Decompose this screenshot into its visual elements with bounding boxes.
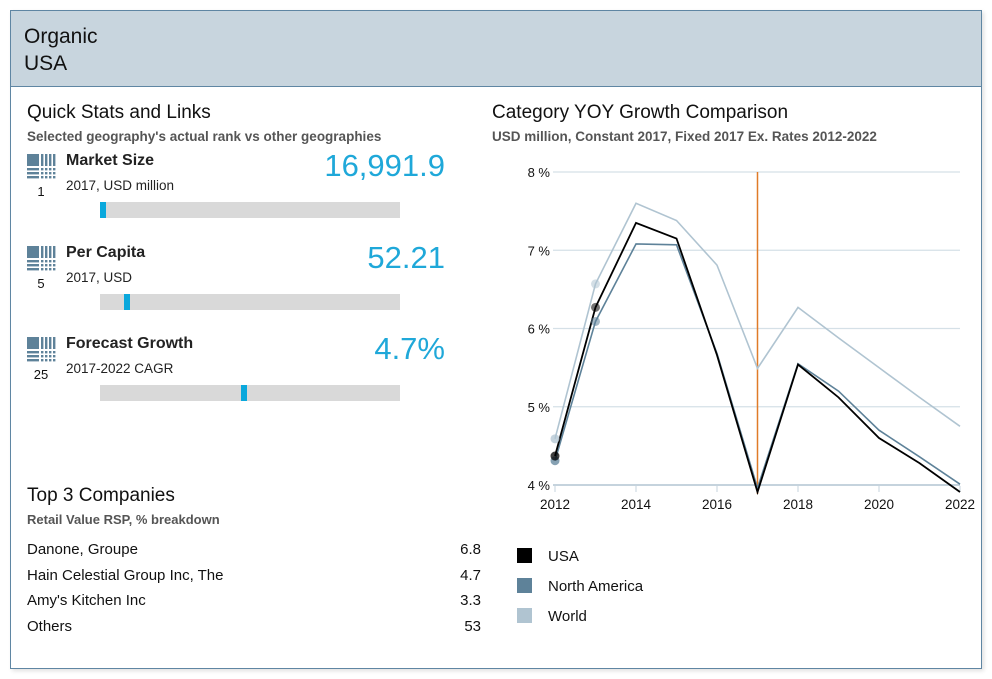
x-tick-label: 2022 xyxy=(945,497,975,512)
rank-grid-icon xyxy=(27,246,56,271)
rank-grid-icon xyxy=(27,337,56,362)
x-tick-label: 2016 xyxy=(702,497,732,512)
series-line-usa xyxy=(554,221,961,496)
company-name: Others xyxy=(27,617,73,635)
y-tick-label: 8 % xyxy=(528,165,551,180)
stat-per-capita[interactable]: 5 Per Capita 2017, USD 52.21 xyxy=(27,240,447,324)
company-name: Amy's Kitchen Inc xyxy=(27,592,146,609)
companies-subtitle: Retail Value RSP, % breakdown xyxy=(27,512,220,527)
series-line-north-america xyxy=(554,243,961,491)
series-line-world xyxy=(554,202,961,440)
stat-label[interactable]: Per Capita xyxy=(66,244,146,261)
legend-label-usa: USA xyxy=(548,548,579,565)
y-tick-label: 6 % xyxy=(528,322,551,337)
stat-label[interactable]: Market Size xyxy=(66,152,155,169)
company-share: 3.3 xyxy=(460,592,481,609)
x-tick-label: 2020 xyxy=(864,497,894,512)
data-point-world xyxy=(550,434,560,444)
stat-value: 16,991.9 xyxy=(324,148,445,183)
company-name: Danone, Groupe xyxy=(27,541,138,558)
rank-bar xyxy=(100,294,400,310)
rank-marker xyxy=(123,294,130,310)
legend-swatch-world xyxy=(517,608,532,623)
y-tick-label: 5 % xyxy=(528,400,551,415)
rank-number: 5 xyxy=(37,276,45,291)
legend-swatch-north-america xyxy=(517,578,532,593)
rank-bar xyxy=(100,385,400,401)
stat-sublabel: 2017-2022 CAGR xyxy=(66,361,174,376)
dashboard-panel: Organic USA xyxy=(10,10,982,669)
company-row: Danone, Groupe 6.8 xyxy=(27,539,481,565)
data-point-world xyxy=(591,279,600,289)
rank-number: 1 xyxy=(37,184,45,199)
company-share: 53 xyxy=(464,617,481,635)
companies-title: Top 3 Companies xyxy=(27,485,175,506)
stat-forecast-growth[interactable]: 25 Forecast Growth 2017-2022 CAGR 4.7% xyxy=(27,331,447,415)
rank-marker xyxy=(241,385,248,401)
chart-title: Category YOY Growth Comparison xyxy=(492,102,789,123)
stat-label[interactable]: Forecast Growth xyxy=(66,335,194,352)
data-point-usa xyxy=(550,451,560,461)
panel-header: Organic USA xyxy=(11,11,981,87)
x-tick-label: 2014 xyxy=(621,497,652,512)
data-point-north-america xyxy=(591,316,600,326)
x-tick-label: 2012 xyxy=(540,497,570,512)
company-row: Others 53 xyxy=(27,616,481,642)
chart-subtitle: USD million, Constant 2017, Fixed 2017 E… xyxy=(492,129,877,144)
rank-number: 25 xyxy=(33,367,49,382)
rank-marker xyxy=(100,202,106,218)
data-point-usa xyxy=(591,302,600,312)
companies-list: Danone, Groupe 6.8 Hain Celestial Group … xyxy=(27,539,481,641)
legend-label-world: World xyxy=(548,608,587,625)
rank-bar xyxy=(100,202,400,218)
quick-stats-subtitle: Selected geography's actual rank vs othe… xyxy=(27,129,382,144)
company-row: Hain Celestial Group Inc, The 4.7 xyxy=(27,565,481,591)
legend-swatch-usa xyxy=(517,548,532,563)
y-tick-label: 4 % xyxy=(528,478,551,493)
y-tick-label: 7 % xyxy=(528,243,551,258)
stat-market-size[interactable]: 1 Market Size 2017, USD million 16,991.9 xyxy=(27,148,447,232)
company-share: 4.7 xyxy=(460,566,481,584)
stat-value: 4.7% xyxy=(374,331,445,366)
category-title: Organic xyxy=(24,25,98,48)
company-row: Amy's Kitchen Inc 3.3 xyxy=(27,590,481,616)
quick-stats-title: Quick Stats and Links xyxy=(27,102,211,123)
legend-label-north-america: North America xyxy=(548,578,644,595)
rank-grid-icon xyxy=(27,154,56,179)
x-tick-label: 2018 xyxy=(783,497,813,512)
stat-value: 52.21 xyxy=(367,240,445,275)
stat-sublabel: 2017, USD million xyxy=(66,178,175,193)
company-share: 6.8 xyxy=(460,541,481,558)
geography-title: USA xyxy=(24,52,68,75)
stat-sublabel: 2017, USD xyxy=(66,270,133,285)
company-name: Hain Celestial Group Inc, The xyxy=(27,566,224,584)
